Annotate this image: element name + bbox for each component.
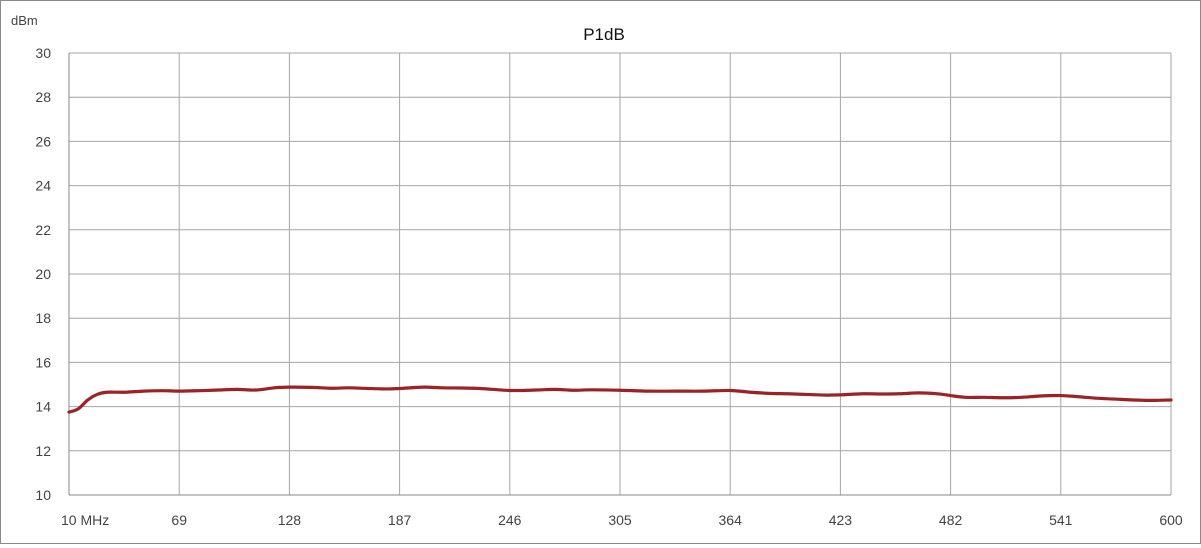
y-tick-label: 10 bbox=[35, 487, 51, 503]
y-tick-label: 24 bbox=[35, 178, 51, 194]
x-tick-label: 541 bbox=[1049, 512, 1073, 528]
x-tick-label: 364 bbox=[719, 512, 743, 528]
y-axis-unit-label: dBm bbox=[11, 13, 38, 28]
series-line-0 bbox=[67, 385, 1173, 414]
x-tick-label: 305 bbox=[608, 512, 632, 528]
y-tick-label: 14 bbox=[35, 399, 51, 415]
y-tick-label: 16 bbox=[35, 354, 51, 370]
y-tick-label: 30 bbox=[35, 45, 51, 61]
x-tick-label: 128 bbox=[278, 512, 302, 528]
y-tick-label: 20 bbox=[35, 266, 51, 282]
y-tick-label: 28 bbox=[35, 89, 51, 105]
x-tick-label: 246 bbox=[498, 512, 522, 528]
x-tick-label: 69 bbox=[171, 512, 187, 528]
chart-title: P1dB bbox=[583, 25, 625, 44]
x-tick-label: 10 MHz bbox=[61, 512, 109, 528]
y-tick-label: 12 bbox=[35, 443, 51, 459]
axis-layer: 10 12 14 16 18 20 22 24 26 28 30 10 MHz 69 128 187 246 3… bbox=[35, 45, 1182, 528]
x-tick-label: 423 bbox=[829, 512, 853, 528]
y-tick-label: 26 bbox=[35, 133, 51, 149]
grid-layer bbox=[68, 52, 1172, 496]
x-tick-label: 482 bbox=[939, 512, 963, 528]
series-layer bbox=[67, 385, 1173, 414]
x-tick-label: 600 bbox=[1159, 512, 1183, 528]
y-tick-label: 22 bbox=[35, 222, 51, 238]
y-tick-label: 18 bbox=[35, 310, 51, 326]
x-tick-label: 187 bbox=[388, 512, 412, 528]
